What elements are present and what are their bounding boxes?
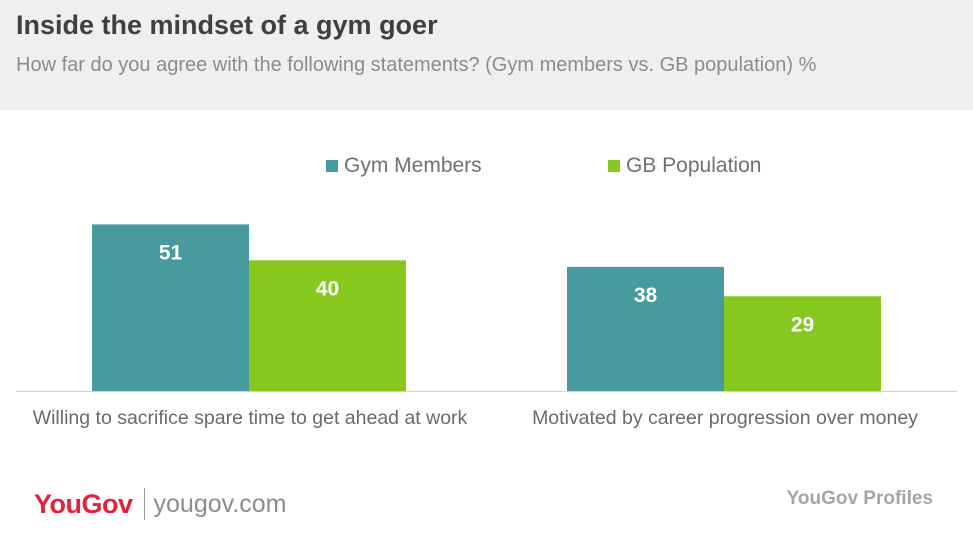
footer-profiles: YouGov Profiles <box>786 488 933 509</box>
legend-swatch-gym-members <box>326 160 338 172</box>
footer-brand: YouGov yougov.com <box>34 488 286 520</box>
data-label-gym-members-1: 38 <box>634 284 658 307</box>
category-label-career-progression: Motivated by career progression over mon… <box>532 407 918 429</box>
yougov-logo: YouGov <box>34 488 133 519</box>
chart-legend: Gym Members GB Population <box>0 154 973 182</box>
legend-label-gym-members: Gym Members <box>344 154 482 177</box>
bar-chart: 51 40 38 29 <box>16 224 957 392</box>
legend-swatch-gb-population <box>608 160 620 172</box>
data-label-gym-members-0: 51 <box>159 241 183 264</box>
category-label-sacrifice-spare-time: Willing to sacrifice spare time to get a… <box>32 407 468 429</box>
data-label-gb-population-0: 40 <box>316 277 339 300</box>
legend-item-gb-population: GB Population <box>608 154 761 178</box>
chart-subtitle: How far do you agree with the following … <box>16 54 817 76</box>
legend-item-gym-members: Gym Members <box>326 154 482 178</box>
chart-title: Inside the mindset of a gym goer <box>16 10 438 40</box>
chart-header: Inside the mindset of a gym goer How far… <box>0 0 973 110</box>
bar-gym-members-1 <box>567 266 724 391</box>
legend-label-gb-population: GB Population <box>626 154 762 177</box>
footer-site-link[interactable]: yougov.com <box>153 489 287 518</box>
bar-gb-population-0 <box>249 260 406 391</box>
bar-gb-population-1 <box>724 296 881 391</box>
data-label-gb-population-1: 29 <box>791 313 814 336</box>
bar-gym-members-0 <box>92 224 249 391</box>
footer-divider <box>143 488 145 520</box>
